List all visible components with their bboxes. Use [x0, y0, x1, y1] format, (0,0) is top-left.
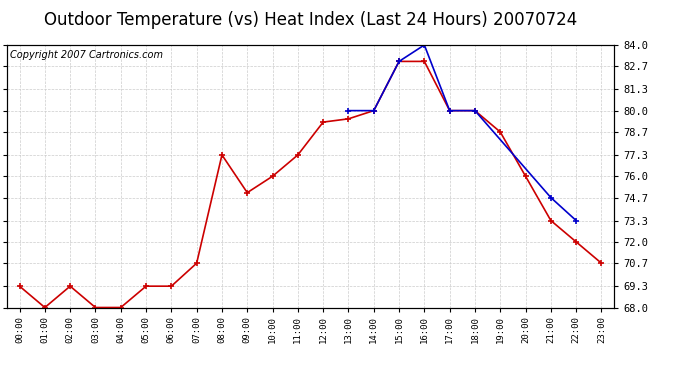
Text: Outdoor Temperature (vs) Heat Index (Last 24 Hours) 20070724: Outdoor Temperature (vs) Heat Index (Las…	[44, 11, 577, 29]
Text: Copyright 2007 Cartronics.com: Copyright 2007 Cartronics.com	[10, 50, 163, 60]
